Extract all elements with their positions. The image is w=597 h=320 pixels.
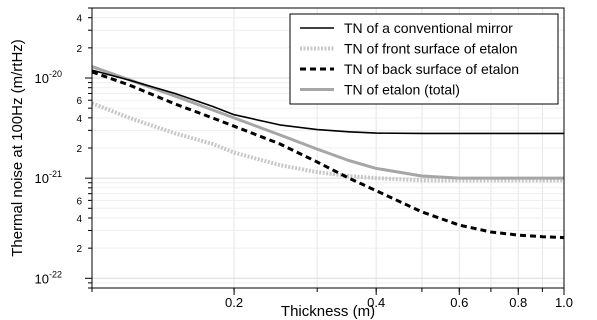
series-line-1 [91,69,564,135]
y-minor-tick-label: 2 [76,244,82,255]
legend-label-1: TN of a conventional mirror [344,20,513,36]
legend: TN of a conventional mirror TN of front s… [289,13,559,105]
y-minor-tick-label: 4 [76,14,82,25]
x-tick-label: 0.4 [367,295,385,310]
y-minor-tick-label: 6 [76,196,82,207]
y-axis-title: Thermal noise at 100Hz (m/rtHz) [9,39,26,257]
y-minor-tick-label: 4 [76,214,82,225]
y-major-tick-label: 10-22 [35,269,62,286]
axis-ticks [85,7,565,295]
y-minor-tick-label: 2 [76,144,82,155]
y-minor-tick-label: 6 [76,96,82,107]
legend-label-2: TN of front surface of etalon [344,41,518,57]
x-tick-label: 1.0 [555,295,573,310]
x-tick-label: 0.6 [450,295,468,310]
y-minor-tick-label: 2 [76,44,82,55]
series-line-4 [91,65,564,180]
series-line-3 [91,70,565,240]
legend-label-4: TN of etalon (total) [344,82,460,98]
x-tick-label: 0.2 [225,295,243,310]
legend-label-3: TN of back surface of etalon [344,61,519,77]
series-lines [91,65,565,240]
y-minor-tick-label: 4 [76,114,82,125]
y-major-tick-label: 10-20 [35,69,62,86]
tick-labels: 0.2 0.4 0.6 0.8 1.0 10-22 10-21 10-20 2 4 6 2 4 6 2 4 [35,14,574,310]
legend-box [289,13,559,105]
y-major-tick-label: 10-21 [35,169,62,186]
x-axis-title: Thickness (m) [281,303,375,320]
series-line-2 [91,101,564,183]
x-tick-label: 0.8 [509,295,527,310]
